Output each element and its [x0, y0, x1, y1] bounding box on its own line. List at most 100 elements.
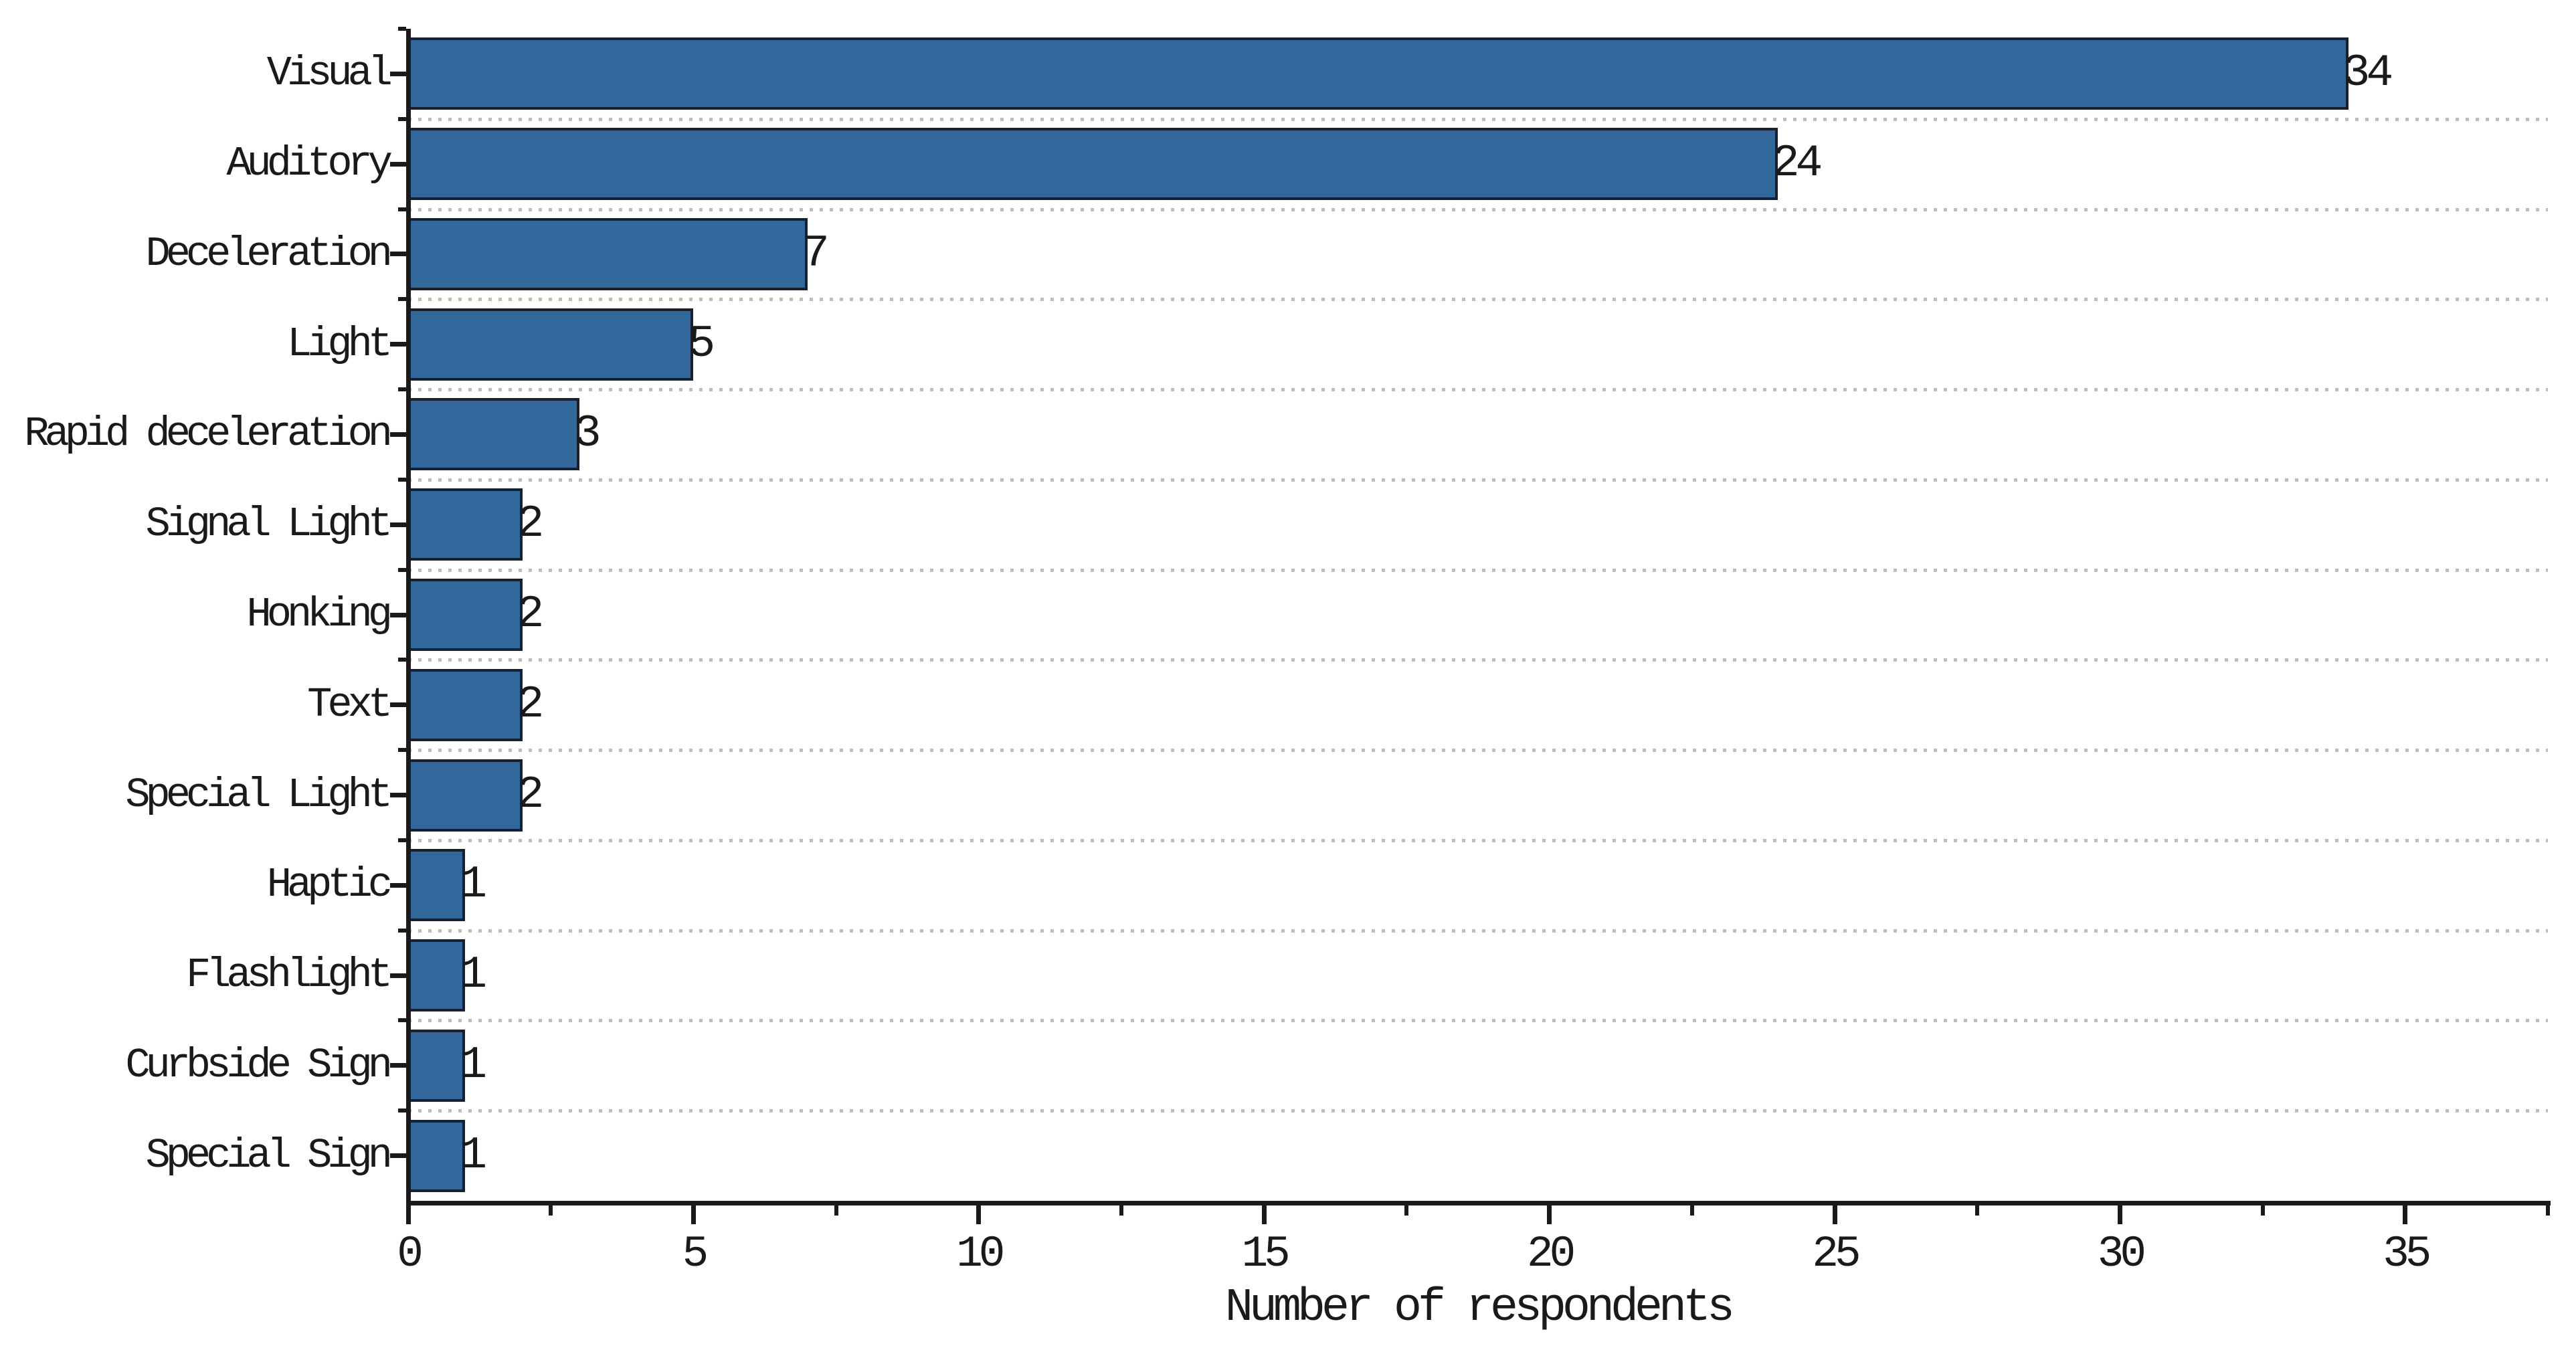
category-label: Deceleration	[145, 229, 393, 278]
category-label: Text	[307, 680, 393, 729]
y-tick-major	[390, 252, 406, 257]
bar-value-label: 1	[460, 859, 487, 911]
bar-value-label: 24	[1772, 138, 1823, 190]
category-label: Special Sign	[145, 1131, 393, 1179]
x-tick-label: 0	[397, 1229, 424, 1279]
bar-value-label: 1	[460, 949, 487, 1001]
grid-line	[408, 658, 2548, 662]
grid-line	[408, 207, 2548, 211]
x-tick-minor	[1119, 1206, 1123, 1216]
y-tick-minor	[398, 297, 406, 302]
grid-line	[408, 478, 2548, 482]
y-tick-major	[390, 522, 406, 527]
x-tick-label: 35	[2383, 1229, 2431, 1279]
y-tick-major	[390, 431, 406, 437]
bar-value-label: 1	[460, 1039, 487, 1091]
y-tick-minor	[398, 116, 406, 121]
y-tick-major	[390, 342, 406, 347]
y-tick-major	[390, 612, 406, 617]
plot-area: 34 24 7 5 3 2 2 2 2 1 1 1 1	[407, 29, 2548, 1201]
bar-value-label: 7	[802, 227, 830, 280]
category-label: Visual	[266, 50, 393, 98]
bar-visual	[407, 37, 2349, 110]
bar-value-label: 2	[517, 589, 545, 640]
x-axis-spine	[406, 1201, 2551, 1206]
bar-value-label: 2	[517, 769, 545, 821]
y-tick-major	[390, 793, 406, 798]
x-tick-major	[1261, 1206, 1267, 1224]
bar-haptic	[407, 849, 466, 922]
x-tick-label: 15	[1241, 1229, 1291, 1279]
bar-honking	[407, 579, 523, 651]
category-label: Signal Light	[145, 500, 393, 549]
bar-value-label: 34	[2342, 47, 2394, 100]
x-tick-minor	[1689, 1206, 1694, 1216]
x-tick-label: 10	[956, 1229, 1005, 1279]
x-axis-title: Number of respondents	[1224, 1282, 1735, 1335]
bar-value-label: 5	[688, 318, 715, 370]
y-tick-minor	[398, 748, 406, 753]
x-tick-minor	[2260, 1206, 2265, 1216]
bar-auditory	[407, 128, 1778, 201]
x-tick-major	[691, 1206, 696, 1224]
x-tick-minor	[1404, 1206, 1409, 1216]
x-tick-label: 30	[2097, 1229, 2146, 1279]
y-tick-minor	[398, 207, 406, 211]
x-tick-minor	[834, 1206, 838, 1216]
bar-deceleration	[407, 217, 808, 290]
x-tick-major	[2117, 1206, 2122, 1224]
grid-line	[408, 298, 2548, 302]
y-tick-minor	[398, 838, 406, 842]
bar-signal-light	[407, 488, 523, 561]
y-tick-major	[390, 71, 406, 76]
grid-line	[408, 1019, 2548, 1023]
category-label: Haptic	[266, 861, 393, 909]
y-tick-major	[390, 1063, 406, 1068]
bar-special-light	[407, 759, 523, 832]
y-tick-minor	[398, 567, 406, 572]
y-tick-major	[390, 161, 406, 167]
y-tick-minor	[398, 928, 406, 933]
y-tick-major	[390, 882, 406, 888]
x-tick-major	[1547, 1206, 1552, 1224]
bar-special-sign	[407, 1119, 466, 1192]
category-label: Curbside Sign	[125, 1041, 393, 1089]
category-label: Rapid deceleration	[24, 410, 393, 458]
y-tick-minor	[398, 27, 406, 31]
grid-line	[408, 568, 2548, 572]
grid-line	[408, 749, 2548, 753]
x-tick-label: 5	[682, 1229, 709, 1279]
x-tick-major	[2403, 1206, 2408, 1224]
x-tick-major	[1832, 1206, 1837, 1224]
x-tick-label: 25	[1812, 1229, 1861, 1279]
y-tick-major	[390, 702, 406, 708]
bar-flashlight	[407, 939, 466, 1012]
y-axis-spine	[406, 29, 411, 1206]
x-tick-label: 20	[1526, 1229, 1576, 1279]
bar-value-label: 2	[517, 498, 545, 551]
grid-line	[408, 117, 2548, 121]
bar-curbside-sign	[407, 1029, 466, 1102]
grid-line	[408, 1109, 2548, 1113]
y-tick-minor	[398, 387, 406, 392]
y-tick-minor	[398, 477, 406, 482]
category-label: Flashlight	[185, 951, 393, 999]
category-label: Light	[286, 320, 393, 368]
bar-text	[407, 668, 523, 741]
x-tick-minor	[1975, 1206, 1980, 1216]
category-label: Auditory	[226, 140, 393, 188]
category-label: Honking	[246, 591, 393, 638]
y-tick-major	[390, 973, 406, 978]
y-tick-major	[390, 1153, 406, 1159]
bar-light	[407, 308, 694, 381]
grid-line	[408, 388, 2548, 392]
grid-line	[408, 838, 2548, 842]
y-tick-minor	[398, 1018, 406, 1023]
y-tick-minor	[398, 658, 406, 662]
x-tick-minor	[2546, 1206, 2550, 1216]
bar-rapid-deceleration	[407, 398, 579, 471]
category-label: Special Light	[125, 771, 393, 819]
bar-value-label: 3	[573, 408, 602, 460]
x-tick-major	[405, 1206, 411, 1224]
